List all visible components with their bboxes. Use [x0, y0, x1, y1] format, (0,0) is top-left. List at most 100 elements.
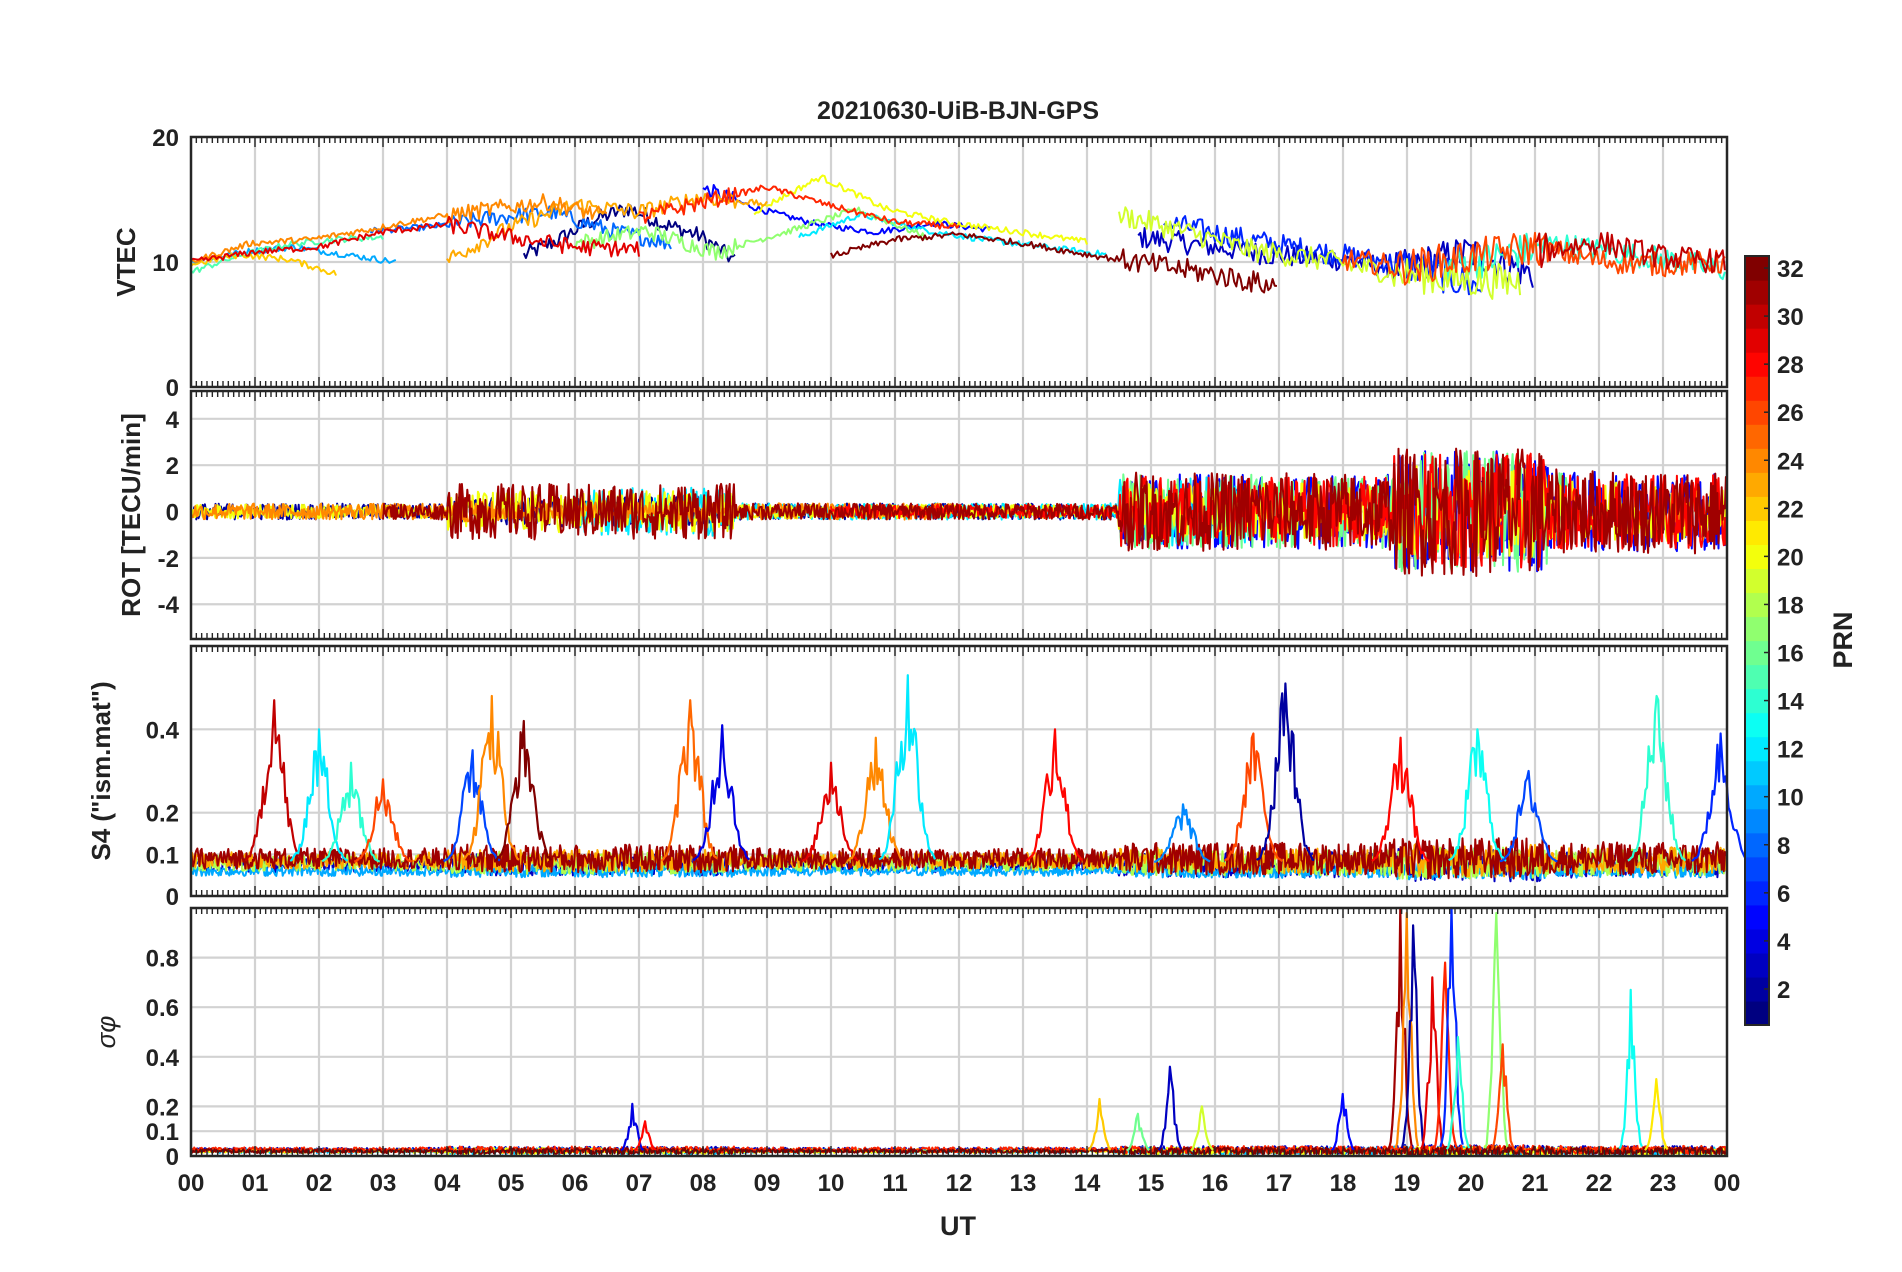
y-tick-label-vtec: 0	[166, 375, 179, 402]
colorbar-tick-label: 6	[1777, 881, 1790, 908]
colorbar-swatch-prn-25	[1745, 424, 1769, 449]
colorbar-swatch-prn-11	[1745, 760, 1769, 786]
peak-sigma-prn-5	[1330, 1092, 1355, 1152]
series-line-vtec-prn-20	[753, 174, 1088, 245]
y-tick-label-sigma: 0	[166, 1144, 179, 1171]
peak-sigma-prn-21	[1644, 1077, 1669, 1151]
x-tick-labels: 00 01 02 03 04 05 06 07 08 09 10 11 12 13 14 15 16 17 18 19…	[178, 1170, 1741, 1197]
x-tick-label: 16	[1202, 1170, 1229, 1197]
y-tick-label-sigma: 0.4	[146, 1045, 180, 1072]
colorbar-frame	[1744, 255, 1770, 1026]
x-tick-label: 04	[434, 1170, 461, 1197]
peak-sigma-prn-2	[1400, 924, 1426, 1149]
x-tick-label: 22	[1586, 1170, 1613, 1197]
peak-s4-prn-13	[1448, 728, 1507, 862]
axes-frame-s4	[189, 644, 1729, 898]
x-tick-label: 12	[946, 1170, 973, 1197]
x-tick-label: 10	[818, 1170, 845, 1197]
peak-s4-prn-30	[244, 699, 304, 862]
x-tick-label: 20	[1458, 1170, 1485, 1197]
colorbar-swatch-prn-3	[1745, 952, 1769, 978]
peak-sigma-prn-16	[1126, 1112, 1150, 1152]
axes-frame-vtec	[189, 135, 1729, 389]
y-tick-label-rot: 2	[166, 453, 179, 480]
peak-s4-prn-4	[692, 724, 751, 862]
series-line-vtec-prn-22	[190, 251, 338, 276]
series-line-rot-prn-31	[382, 447, 1728, 577]
chart-title: 20210630-UiB-BJN-GPS	[817, 97, 1099, 125]
peak-s4-prn-24	[846, 736, 904, 863]
peak-s4-prn-26	[354, 778, 412, 863]
colorbar-tick-label: 18	[1777, 592, 1804, 619]
peak-sigma-prn-28	[633, 1120, 657, 1152]
peak-s4-prn-25	[660, 699, 719, 862]
peak-s4-prn-29	[801, 761, 859, 862]
peak-s4-prn-28	[1025, 728, 1084, 862]
panel-s4: 0 0.1 0.2 0.4 S4 ("ism.mat")	[86, 644, 1751, 911]
x-tick-label: 05	[498, 1170, 525, 1197]
peak-s4-prn-6	[1691, 732, 1751, 862]
peak-s4-prn-7	[1499, 769, 1558, 863]
series-vtec	[190, 174, 1726, 300]
colorbar-swatch-prn-21	[1745, 520, 1769, 545]
x-tick-label: 01	[242, 1170, 269, 1197]
x-tick-label: 18	[1330, 1170, 1357, 1197]
peak-s4-prn-12	[289, 728, 349, 862]
colorbar-tick-label: 4	[1777, 929, 1791, 956]
ylabel-vtec: VTEC	[111, 227, 141, 297]
colorbar-tick-label: 16	[1777, 641, 1804, 668]
series-line-vtec-prn-29	[190, 215, 640, 262]
colorbar-tick-label: 32	[1777, 256, 1804, 283]
x-tick-label: 07	[626, 1170, 653, 1197]
axes-frame-sigma	[189, 906, 1729, 1158]
y-tick-label-sigma: 0.2	[146, 1094, 179, 1121]
x-tick-label: 17	[1266, 1170, 1293, 1197]
colorbar-swatch-prn-19	[1745, 568, 1769, 594]
peak-s4-prn-26	[1223, 732, 1284, 863]
peak-sigma-prn-22	[1087, 1097, 1112, 1152]
colorbar-swatch-prn-31	[1745, 280, 1769, 305]
x-axis-label: UT	[940, 1211, 976, 1241]
peak-sigma-prn-13	[1618, 988, 1643, 1150]
y-tick-label-s4: 0	[166, 884, 179, 911]
colorbar-swatch-prn-13	[1745, 712, 1769, 738]
colorbar-swatch-prn-5	[1745, 904, 1769, 930]
x-tick-label: 02	[306, 1170, 333, 1197]
y-tick-label-rot: -2	[158, 546, 179, 573]
colorbar-tick-label: 24	[1777, 448, 1804, 475]
peak-s4-prn-12	[878, 674, 937, 861]
series-line-vtec-prn-5	[702, 184, 992, 236]
series-line-vtec-prn-1	[522, 204, 736, 263]
colorbar-tick-label: 28	[1777, 352, 1804, 379]
peak-s4-prn-14	[321, 761, 381, 863]
x-tick-label: 06	[562, 1170, 589, 1197]
y-tick-label-rot: 4	[166, 407, 180, 434]
colorbar-swatch-prn-29	[1745, 328, 1769, 353]
x-tick-label: 00	[1714, 1170, 1741, 1197]
colorbar-swatches	[1745, 256, 1769, 1026]
colorbar-swatch-prn-15	[1745, 664, 1769, 690]
peak-s4-prn-32	[494, 719, 552, 862]
colorbar-tick-label: 2	[1777, 977, 1790, 1004]
series-line-vtec-prn-26	[1342, 231, 1726, 286]
colorbar-tick-label: 8	[1777, 833, 1790, 860]
colorbar-label: PRN	[1828, 611, 1858, 668]
colorbar-tick-label: 10	[1777, 785, 1804, 812]
y-tick-label-s4: 0.4	[146, 717, 180, 744]
colorbar-swatch-prn-1	[1745, 1000, 1769, 1026]
y-tick-label-s4: 0.2	[146, 801, 179, 828]
x-tick-label: 14	[1074, 1170, 1101, 1197]
y-tick-label-rot: -4	[158, 592, 180, 619]
y-tick-label-rot: 0	[166, 500, 179, 527]
panel-vtec: 0 10 20 VTEC	[111, 125, 1729, 402]
peak-s4-prn-7	[443, 749, 501, 863]
peak-sigma-prn-3	[1157, 1065, 1183, 1151]
series-line-vtec-prn-32	[830, 231, 1278, 294]
colorbar-tick-label: 30	[1777, 304, 1804, 331]
x-tick-label: 13	[1010, 1170, 1037, 1197]
series-line-vtec-prn-19	[1118, 206, 1522, 300]
colorbar-swatch-prn-27	[1745, 376, 1769, 401]
